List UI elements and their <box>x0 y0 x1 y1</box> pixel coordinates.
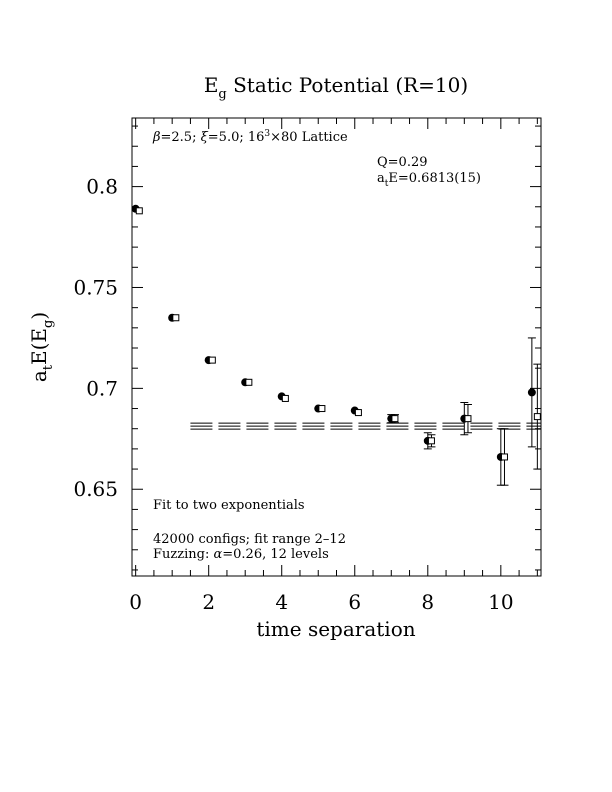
data-point-square <box>533 413 541 421</box>
data-point-square <box>354 409 362 417</box>
x-tick-label: 4 <box>275 590 288 614</box>
data-point-square <box>464 415 472 423</box>
y-tick-label: 0.65 <box>73 477 118 501</box>
axis-tick-labels: 0 2 4 6 8 10 0.65 0.7 0.75 0.8 <box>73 175 513 614</box>
configs-annotation: 42000 configs; fit range 2–12 <box>153 532 346 547</box>
data-point-square <box>135 207 143 215</box>
data-point-square <box>391 415 399 423</box>
x-tick-label: 6 <box>348 590 361 614</box>
x-tick-label: 2 <box>202 590 215 614</box>
chart-title: Eg Static Potential (R=10) <box>204 73 468 102</box>
data-point-square <box>245 378 253 386</box>
y-tick-label: 0.7 <box>86 376 118 400</box>
x-axis-label: time separation <box>256 617 415 641</box>
data-point-square <box>208 356 216 364</box>
data-points <box>131 204 542 486</box>
data-point-square <box>172 314 180 322</box>
data-point-circle <box>527 388 536 397</box>
data-point-square <box>318 405 326 413</box>
data-point-square <box>500 453 508 461</box>
x-tick-label: 10 <box>488 590 513 614</box>
energy-annotation: atE=0.6813(15) <box>377 171 481 189</box>
data-point-square <box>281 394 289 402</box>
fit-annotation: Fit to two exponentials <box>153 498 305 513</box>
data-point-square <box>427 437 435 445</box>
lattice-annotation: β=2.5; ξ=5.0; 163×80 Lattice <box>152 129 348 145</box>
x-tick-label: 8 <box>421 590 434 614</box>
fuzzing-annotation: Fuzzing: α=0.26, 12 levels <box>153 547 329 562</box>
y-axis-label: atE(Eg) <box>27 312 56 382</box>
y-tick-label: 0.75 <box>73 275 118 299</box>
q-annotation: Q=0.29 <box>377 155 428 170</box>
x-tick-label: 0 <box>129 590 142 614</box>
fit-band <box>190 422 541 430</box>
y-tick-label: 0.8 <box>86 175 118 199</box>
